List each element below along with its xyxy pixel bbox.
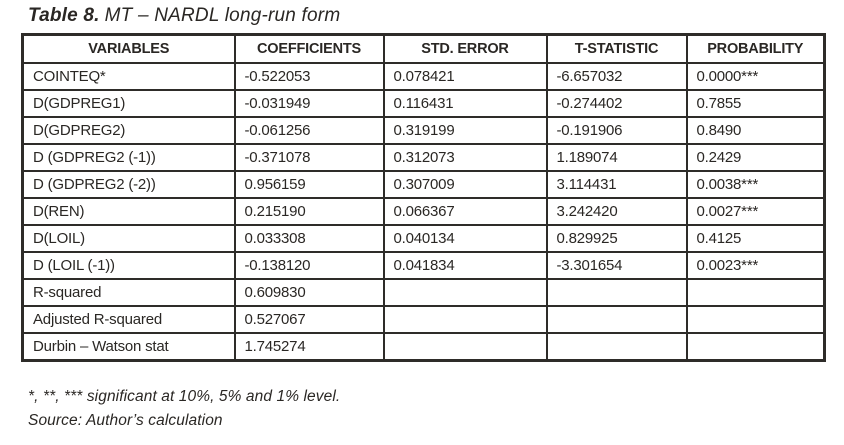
variable-cell: D(REN): [21, 197, 236, 226]
value-cell: [685, 305, 826, 334]
value-cell: 1.189074: [545, 143, 688, 172]
table-row: D(LOIL) 0.033308 0.040134 0.829925 0.4125: [21, 224, 826, 253]
value-cell: -0.522053: [233, 62, 385, 91]
value-cell: [685, 332, 826, 362]
table-row: D(GDPREG1) -0.031949 0.116431 -0.274402 0.78…: [21, 89, 826, 118]
value-cell: -0.061256: [233, 116, 385, 145]
value-cell: [382, 305, 548, 334]
table-head: VARIABLES COEFFICIENTS STD. ERROR T-STATIST…: [21, 33, 826, 64]
value-cell: 0.319199: [382, 116, 548, 145]
value-cell: 0.307009: [382, 170, 548, 199]
table-caption-text: MT – NARDL long-run form: [104, 5, 341, 26]
value-cell: 0.0023***: [685, 251, 826, 280]
value-cell: 1.745274: [233, 332, 385, 362]
results-table: VARIABLES COEFFICIENTS STD. ERROR T-STATIST…: [21, 33, 826, 362]
value-cell: 0.829925: [545, 224, 688, 253]
table-row: D (LOIL (-1)) -0.138120 0.041834 -3.301654 0…: [21, 251, 826, 280]
value-cell: [545, 332, 688, 362]
variable-cell: D(GDPREG2): [21, 116, 236, 145]
value-cell: [382, 332, 548, 362]
variable-cell: D(GDPREG1): [21, 89, 236, 118]
value-cell: -0.371078: [233, 143, 385, 172]
value-cell: 3.242420: [545, 197, 688, 226]
variable-cell: D (GDPREG2 (-1)): [21, 143, 236, 172]
variable-cell: Adjusted R-squared: [21, 305, 236, 334]
value-cell: -0.274402: [545, 89, 688, 118]
value-cell: 0.041834: [382, 251, 548, 280]
column-header: VARIABLES: [21, 33, 236, 64]
value-cell: 0.066367: [382, 197, 548, 226]
table-row: R-squared 0.609830: [21, 278, 826, 307]
table-caption-label: Table 8.: [28, 5, 100, 26]
value-cell: 0.040134: [382, 224, 548, 253]
value-cell: -3.301654: [545, 251, 688, 280]
variable-cell: D(LOIL): [21, 224, 236, 253]
header-row: VARIABLES COEFFICIENTS STD. ERROR T-STATIST…: [21, 33, 826, 64]
column-header: COEFFICIENTS: [233, 33, 385, 64]
value-cell: 0.0027***: [685, 197, 826, 226]
value-cell: 0.7855: [685, 89, 826, 118]
value-cell: [382, 278, 548, 307]
value-cell: -6.657032: [545, 62, 688, 91]
value-cell: 0.078421: [382, 62, 548, 91]
value-cell: [685, 278, 826, 307]
value-cell: 0.609830: [233, 278, 385, 307]
value-cell: 0.527067: [233, 305, 385, 334]
variable-cell: D (LOIL (-1)): [21, 251, 236, 280]
value-cell: -0.031949: [233, 89, 385, 118]
value-cell: [545, 305, 688, 334]
table-row: COINTEQ* -0.522053 0.078421 -6.657032 0.0000…: [21, 62, 826, 91]
column-header: STD. ERROR: [382, 33, 548, 64]
table-row: D(REN) 0.215190 0.066367 3.242420 0.0027***: [21, 197, 826, 226]
value-cell: 0.8490: [685, 116, 826, 145]
source-note: Source: Author’s calculation: [28, 412, 223, 429]
table-row: Durbin – Watson stat 1.745274: [21, 332, 826, 362]
table-caption: Table 8. MT – NARDL long-run form: [28, 5, 340, 27]
variable-cell: COINTEQ*: [21, 62, 236, 91]
value-cell: 0.215190: [233, 197, 385, 226]
value-cell: 0.0000***: [685, 62, 826, 91]
value-cell: 0.2429: [685, 143, 826, 172]
value-cell: -0.191906: [545, 116, 688, 145]
variable-cell: Durbin – Watson stat: [21, 332, 236, 362]
variable-cell: R-squared: [21, 278, 236, 307]
value-cell: [545, 278, 688, 307]
value-cell: 0.033308: [233, 224, 385, 253]
table-body: COINTEQ* -0.522053 0.078421 -6.657032 0.0000…: [21, 62, 826, 362]
value-cell: -0.138120: [233, 251, 385, 280]
variable-cell: D (GDPREG2 (-2)): [21, 170, 236, 199]
table-row: D (GDPREG2 (-1)) -0.371078 0.312073 1.18907…: [21, 143, 826, 172]
value-cell: 0.4125: [685, 224, 826, 253]
column-header: T-STATISTIC: [545, 33, 688, 64]
column-header: PROBABILITY: [685, 33, 826, 64]
value-cell: 0.116431: [382, 89, 548, 118]
significance-note: *, **, *** significant at 10%, 5% and 1%…: [28, 388, 341, 405]
value-cell: 3.114431: [545, 170, 688, 199]
value-cell: 0.312073: [382, 143, 548, 172]
value-cell: 0.0038***: [685, 170, 826, 199]
table-row: Adjusted R-squared 0.527067: [21, 305, 826, 334]
table-row: D (GDPREG2 (-2)) 0.956159 0.307009 3.114431…: [21, 170, 826, 199]
value-cell: 0.956159: [233, 170, 385, 199]
table-row: D(GDPREG2) -0.061256 0.319199 -0.191906 0.84…: [21, 116, 826, 145]
